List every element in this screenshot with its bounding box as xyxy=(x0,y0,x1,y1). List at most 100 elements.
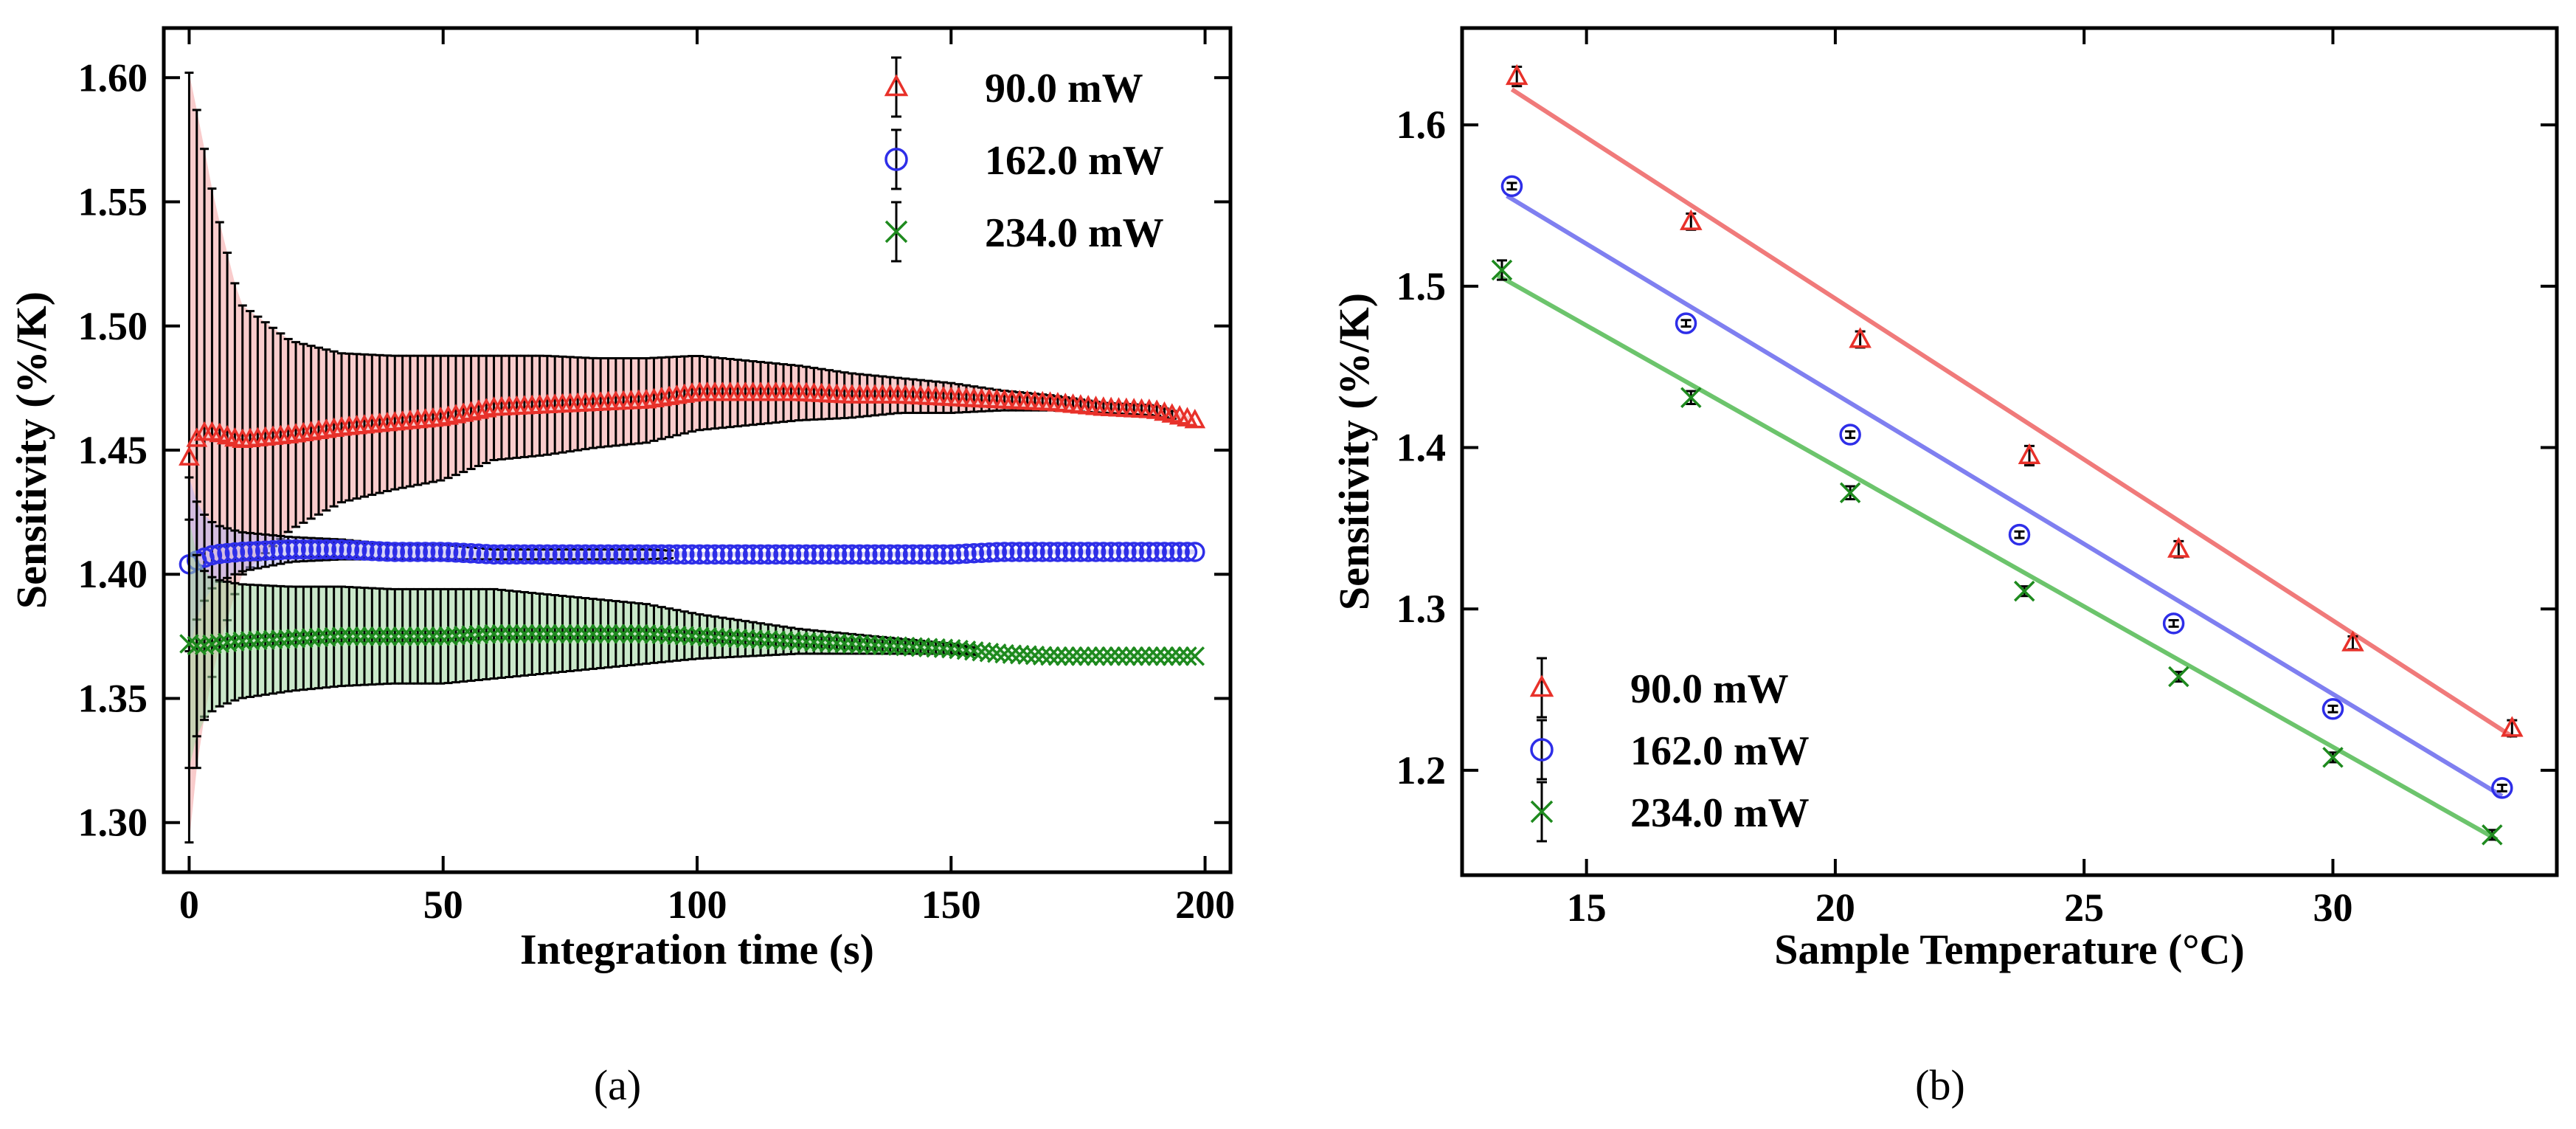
panel-a-series-162-0-mw-point xyxy=(415,542,436,562)
panel-a-series-234-0-mw-point xyxy=(408,626,428,646)
panel-a-series-162-0-mw-point xyxy=(437,542,459,563)
panel-a-series-162-0-mw-point xyxy=(689,544,710,565)
panel-a-y-tick-label: 1.30 xyxy=(78,801,148,845)
panel-a-series-162-0-mw-point xyxy=(263,540,283,561)
panel-a-series-234-0-mw-point xyxy=(750,629,771,649)
panel-a-series-234-0-mw-point xyxy=(1025,645,1045,666)
panel-a-series-234-0-mw-point xyxy=(240,631,260,651)
panel-a-series-234-0-mw-point xyxy=(972,641,991,662)
panel-a-series-162-0-mw-point xyxy=(499,544,519,565)
panel-a-series-162-0-mw-point xyxy=(879,544,901,565)
panel-a-series-234-0-mw-point xyxy=(880,635,900,656)
panel-a-series-234-0-mw-point xyxy=(1078,646,1098,666)
panel-a-series-234-0-mw-point xyxy=(1132,646,1152,666)
panel-a-series-162-0-mw-point xyxy=(1139,542,1160,562)
panel-a-series-234-0-mw-point xyxy=(606,624,626,644)
panel-a-series-234-0-mw-point xyxy=(308,627,329,648)
panel-a-series-162-0-mw-point xyxy=(323,539,344,560)
panel-a-series-234-0-mw-point xyxy=(842,634,862,654)
panel-a-series-162-0-mw-point xyxy=(796,544,817,565)
panel-a-series-234-0-mw-point xyxy=(1185,646,1205,666)
panel-a-series-234-0-mw-point xyxy=(477,624,496,644)
panel-a-series-234-0-mw-point xyxy=(537,624,558,644)
panel-a-series-162-0-mw-point xyxy=(240,541,260,562)
panel-a-caption: (a) xyxy=(594,1061,641,1109)
panel-a-series-234-0-mw-point xyxy=(431,626,451,646)
panel-a-series-234-0-mw-point xyxy=(544,624,565,644)
panel-a-series-234-0-mw-point xyxy=(499,624,519,644)
panel-a-series-162-0-mw-point xyxy=(674,544,695,565)
panel-a-series-234-0-mw-point xyxy=(530,624,550,644)
panel-b-series-162-0-mw-point xyxy=(2008,523,2031,546)
panel-a-series-162-0-mw-point xyxy=(369,541,390,562)
panel-a-chart: 0 50 100 150 200 1.30 1.35 1.40 1.45 1.50 1.55 1.60… xyxy=(7,26,1235,973)
panel-a-series-162-0-mw-point xyxy=(560,544,581,565)
panel-a-series-162-0-mw-point xyxy=(354,540,375,561)
panel-a-series-162-0-mw-point xyxy=(468,543,489,564)
panel-a-series-162-0-mw-point xyxy=(423,542,443,562)
panel-a-series-162-0-mw-point xyxy=(522,544,542,565)
panel-b-series-234-0-mw-fit-line xyxy=(1495,272,2499,842)
panel-a-series-234-0-mw-point xyxy=(370,626,389,646)
panel-a-series-162-0-mw-point xyxy=(224,542,246,563)
panel-a-series-90-0-mw-point xyxy=(186,427,208,447)
panel-a-series-234-0-mw-point xyxy=(865,635,885,655)
panel-a-series-234-0-mw-point xyxy=(766,630,786,650)
panel-a-series-234-0-mw-point xyxy=(1169,646,1190,666)
panel-a-series-234-0-mw-point xyxy=(575,624,595,644)
panel-a-series-234-0-mw-point xyxy=(704,627,725,647)
panel-a-series-234-0-mw xyxy=(179,518,1205,770)
panel-a-series-234-0-mw-point xyxy=(598,624,618,644)
panel-a-x-tick-label: 0 xyxy=(179,883,199,927)
panel-a-series-162-0-mw-point xyxy=(361,540,383,562)
panel-a-series-234-0-mw-point xyxy=(522,624,542,644)
panel-a-series-162-0-mw-point xyxy=(1078,542,1098,562)
panel-b-legend-entry-162-0-mw-label: 162.0 mW xyxy=(1630,728,1810,774)
panel-a-series-162-0-mw-point xyxy=(583,544,603,565)
panel-a-series-162-0-mw-point xyxy=(910,544,931,565)
panel-a-series-162-0-mw-point xyxy=(277,539,299,560)
panel-a-series-162-0-mw-point xyxy=(887,544,908,565)
panel-a-series-162-0-mw-point xyxy=(735,544,756,565)
panel-a-series-234-0-mw-point xyxy=(301,628,321,648)
panel-a-series-234-0-mw-point xyxy=(857,635,877,655)
panel-a-series-162-0-mw-point xyxy=(720,544,741,565)
panel-a-series-234-0-mw-point xyxy=(682,626,702,646)
panel-a-legend-entry-234-0-mw: 234.0 mW xyxy=(884,201,1164,263)
panel-a-series-162-0-mw-point xyxy=(1062,542,1084,562)
panel-a-series-162-0-mw-point xyxy=(742,544,764,565)
panel-a-series-162-0-mw-point xyxy=(948,544,969,564)
panel-b-y-tick-label: 1.5 xyxy=(1396,264,1447,308)
panel-a-y-axis-title: Sensitivity (%/K) xyxy=(7,291,55,609)
panel-b-series-90-0-mw xyxy=(1505,63,2524,739)
panel-a-series-162-0-mw-point xyxy=(986,542,1008,563)
panel-a-series-234-0-mw-point xyxy=(400,626,420,646)
panel-a-series-162-0-mw-point xyxy=(201,545,223,566)
panel-b-legend-entry-162-0-mw-marker xyxy=(1530,738,1554,762)
panel-a-series-162-0-mw-point xyxy=(453,542,474,564)
panel-a-series-234-0-mw-point xyxy=(933,638,954,658)
panel-a-series-234-0-mw-point xyxy=(949,639,969,660)
panel-a-series-162-0-mw-point xyxy=(780,544,802,565)
panel-a-series-162-0-mw-point xyxy=(659,544,679,565)
panel-a-series-234-0-mw-point xyxy=(248,630,268,651)
panel-a-series-162-0-mw-point xyxy=(1002,542,1022,562)
panel-b-legend-entry-234-0-mw-marker xyxy=(1530,800,1554,824)
panel-a-series-162-0-mw-point xyxy=(811,544,832,565)
panel-a-y-tick-label: 1.55 xyxy=(78,180,148,224)
panel-a-series-162-0-mw-point xyxy=(331,539,352,560)
panel-a-series-234-0-mw-point xyxy=(758,629,778,650)
panel-b-y-tick-label: 1.4 xyxy=(1396,426,1447,470)
panel-b-series-90-0-mw-point xyxy=(1849,327,1872,348)
panel-a-series-162-0-mw-point xyxy=(483,544,505,565)
panel-a-series-234-0-mw-point xyxy=(1086,646,1106,666)
panel-a-series-162-0-mw-point xyxy=(865,544,885,565)
panel-a-series-162-0-mw-point xyxy=(1055,542,1076,562)
panel-a-series-162-0-mw-point xyxy=(575,544,596,565)
panel-b-series-90-0-mw-point xyxy=(2018,443,2041,464)
panel-a-series-162-0-mw-point xyxy=(407,542,429,562)
panel-a-series-234-0-mw-point xyxy=(263,629,283,650)
panel-a-series-90-0-mw-point xyxy=(460,401,482,421)
panel-a-series-234-0-mw-point xyxy=(819,632,839,653)
